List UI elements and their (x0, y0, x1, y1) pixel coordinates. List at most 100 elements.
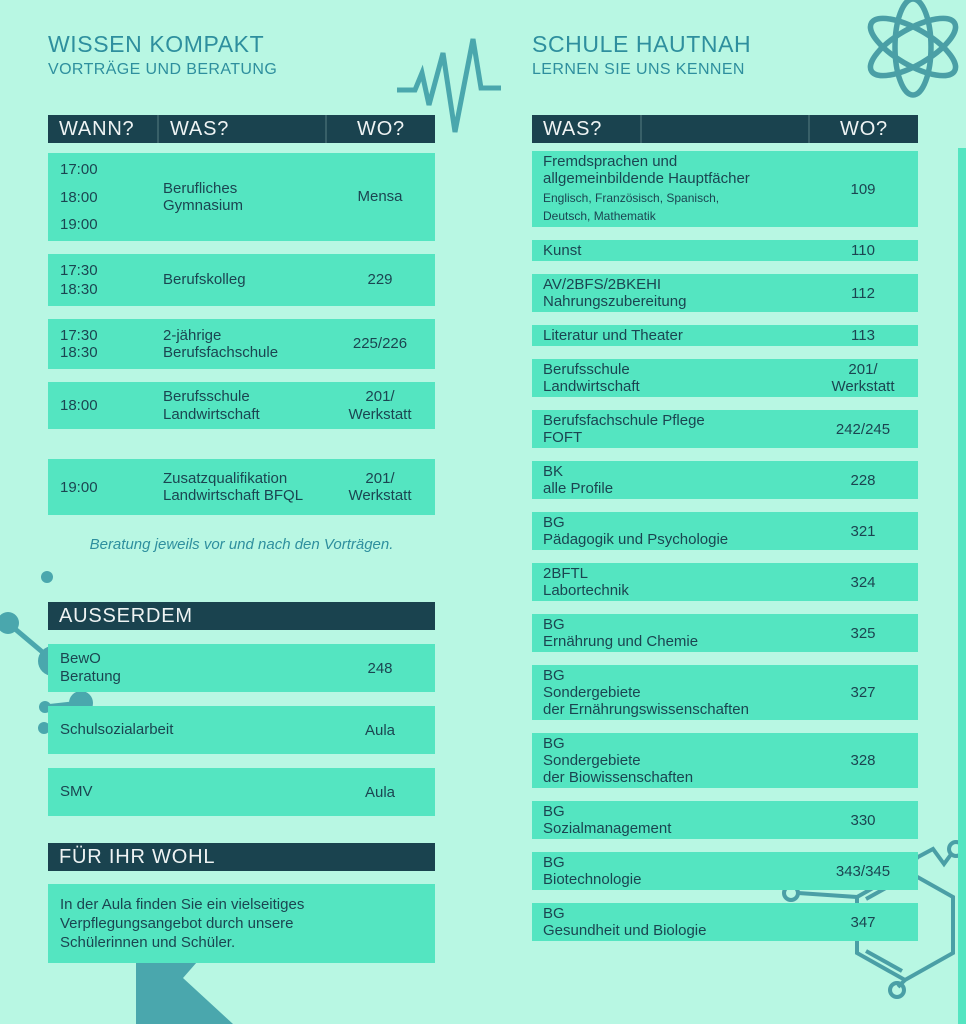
schedule-row: 18:00 Berufsschule Landwirtschaft 201/ Wer… (48, 382, 435, 429)
schedule-row: 17:30 18:30 Berufskolleg 229 (48, 254, 435, 306)
catering-info: In der Aula finden Sie ein vielseitiges … (48, 884, 435, 963)
room-cell: 113 (851, 327, 875, 344)
program-row: 2BFTL Labortechnik 324 (532, 563, 918, 601)
room-cell: 110 (851, 242, 875, 259)
time-value: 17:30 (60, 262, 98, 279)
time-value: 18:00 (60, 397, 98, 414)
program-row: BG Biotechnologie 343/345 (532, 852, 918, 890)
time-value: 17:00 (60, 161, 98, 178)
wohl-header: FÜR IHR WOHL (48, 843, 435, 871)
program-row: Fremdsprachen und allgemeinbildende Haup… (532, 151, 918, 227)
column-header-wann: WANN? (59, 117, 135, 140)
right-column: SCHULE HAUTNAH LERNEN SIE UNS KENNEN WAS… (532, 0, 918, 941)
room-cell: 201/ Werkstatt (831, 361, 895, 395)
room-cell: 201/ Werkstatt (348, 388, 412, 423)
program-cell: BG Sozialmanagement (543, 803, 672, 837)
ausserdem-title: AUSSERDEM (59, 604, 193, 627)
heartbeat-icon (397, 38, 501, 133)
program-cell: Fremdsprachen und allgemeinbildende Haup… (532, 153, 808, 225)
left-table-header: WANN? WAS? WO? (48, 115, 435, 143)
column-header-wo: WO? (325, 115, 435, 143)
program-row: BK alle Profile 228 (532, 461, 918, 499)
program-row: BG Pädagogik und Psychologie 321 (532, 512, 918, 550)
program-row: BG Sondergebiete der Biowissenschaften 32… (532, 733, 918, 788)
ausserdem-table: BewO Beratung 248 Schulsozialarbeit Aula SMV… (48, 644, 435, 816)
atom-icon (867, 0, 959, 98)
program-cell: Kunst (543, 242, 582, 259)
program-cell: Literatur und Theater (543, 327, 683, 344)
program-cell: 2BFTL Labortechnik (543, 565, 629, 599)
left-column: WISSEN KOMPAKT VORTRÄGE UND BERATUNG WAN… (48, 0, 435, 963)
room-cell: Mensa (357, 188, 403, 206)
ausserdem-row: BewO Beratung 248 (48, 644, 435, 692)
column-header-spacer (640, 115, 808, 143)
room-cell: 109 (850, 180, 876, 198)
program-cell: Berufsschule Landwirtschaft (163, 388, 260, 423)
offer-cell: Schulsozialarbeit (60, 721, 174, 738)
program-row: BG Sozialmanagement 330 (532, 801, 918, 839)
program-cell: BG Pädagogik und Psychologie (543, 514, 729, 548)
program-cell: AV/2BFS/2BKEHI Nahrungszubereitung (543, 276, 687, 310)
ausserdem-row: Schulsozialarbeit Aula (48, 706, 435, 754)
time-cell: 17:00 18:00 19:00 (48, 153, 157, 241)
program-cell: BG Gesundheit und Biologie (543, 905, 707, 939)
room-cell: 225/226 (352, 335, 408, 353)
schedule-row: 19:00 Zusatzqualifikation Landwirtschaft … (48, 459, 435, 515)
room-cell: 324 (850, 573, 876, 591)
right-program-table: Fremdsprachen und allgemeinbildende Haup… (532, 151, 918, 941)
program-cell: BG Sondergebiete der Ernährungswissensch… (543, 667, 749, 718)
time-value: 17:30 (60, 327, 98, 344)
flask-icon (136, 962, 233, 1024)
time-value: 18:30 (60, 344, 98, 361)
room-cell: 321 (850, 522, 876, 540)
schedule-row: 17:30 18:30 2-jährige Berufsfachschule 225/… (48, 319, 435, 369)
program-cell: Berufliches Gymnasium (163, 179, 244, 215)
consultation-note: Beratung jeweils vor und nach den Vorträ… (89, 536, 394, 553)
time-value: 18:30 (60, 281, 98, 298)
room-cell: Aula (364, 721, 396, 739)
room-cell: 343/345 (835, 862, 891, 880)
time-value: 18:00 (60, 188, 98, 206)
offer-cell: SMV (60, 783, 93, 800)
room-cell: 112 (851, 284, 875, 302)
wohl-title: FÜR IHR WOHL (59, 845, 216, 868)
time-value: 19:00 (60, 216, 98, 233)
room-cell: Aula (364, 783, 396, 801)
program-row: BG Sondergebiete der Ernährungswissensch… (532, 665, 918, 720)
room-cell: 248 (367, 659, 393, 677)
program-row: AV/2BFS/2BKEHI Nahrungszubereitung 112 (532, 274, 918, 312)
program-cell: BG Sondergebiete der Biowissenschaften (543, 735, 694, 786)
program-row: Berufsfachschule Pflege FOFT 242/245 (532, 410, 918, 448)
ausserdem-header: AUSSERDEM (48, 602, 435, 630)
time-cell: 17:30 18:30 (48, 254, 157, 306)
schedule-row: 17:00 18:00 19:00 Berufliches Gymnasium Mens… (48, 153, 435, 241)
column-header-was: WAS? (157, 115, 325, 143)
right-subtitle: LERNEN SIE UNS KENNEN (532, 61, 745, 78)
program-cell: 2-jährige Berufsfachschule (163, 326, 279, 362)
left-schedule-table: 17:00 18:00 19:00 Berufliches Gymnasium Mens… (48, 153, 435, 515)
room-cell: 201/ Werkstatt (348, 469, 412, 505)
program-cell: Berufsschule Landwirtschaft (543, 361, 640, 395)
ausserdem-row: SMV Aula (48, 768, 435, 816)
column-header-was: WAS? (543, 117, 603, 140)
program-cell: Berufsfachschule Pflege FOFT (543, 412, 705, 446)
program-row: Berufsschule Landwirtschaft 201/ Werkstat… (532, 359, 918, 397)
room-cell: 328 (850, 752, 876, 769)
column-header-wo: WO? (808, 115, 918, 143)
program-cell: BG Biotechnologie (543, 854, 642, 888)
program-subjects: Englisch, Französisch, Spanisch, Deutsch… (543, 191, 720, 223)
program-row: Kunst 110 (532, 240, 918, 261)
left-subtitle: VORTRÄGE UND BERATUNG (48, 61, 278, 78)
time-cell: 18:00 (48, 382, 157, 429)
room-cell: 242/245 (835, 420, 891, 438)
room-cell: 327 (850, 684, 876, 701)
program-row: BG Ernährung und Chemie 325 (532, 614, 918, 652)
program-cell: BG Ernährung und Chemie (543, 616, 699, 650)
right-edge-strip (958, 148, 966, 1024)
program-cell: BK alle Profile (543, 463, 614, 497)
left-title: WISSEN KOMPAKT (48, 31, 265, 57)
time-cell: 17:30 18:30 (48, 319, 157, 369)
time-cell: 19:00 (48, 459, 157, 515)
room-cell: 330 (850, 811, 876, 829)
